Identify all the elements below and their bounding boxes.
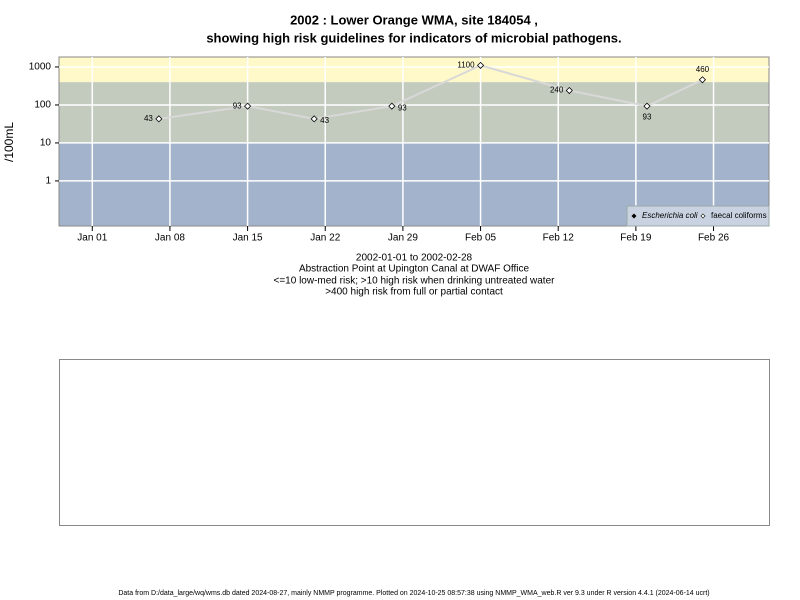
point (698, 76, 707, 84)
legend-marker (700, 213, 706, 219)
value-label: 93 (643, 112, 652, 121)
value-label: 460 (696, 65, 710, 74)
legend-label: faecal coliforms (711, 211, 767, 220)
plot-frame (58, 56, 770, 227)
footer: Data from D:/data_large/wq/wms.db dated … (118, 590, 709, 597)
value-label: 93 (398, 103, 407, 112)
chart-title: showing high risk guidelines for indicat… (206, 30, 621, 45)
x-tick-label: Feb 05 (465, 233, 497, 244)
value-label: 240 (550, 86, 564, 95)
risk-band (59, 82, 769, 143)
legend-box (626, 205, 770, 227)
point (244, 102, 252, 110)
y-tick-label: 10 (40, 138, 52, 149)
note: <=10 low-med risk; >10 high risk when dr… (274, 276, 556, 287)
x-tick-label: Feb 12 (543, 233, 575, 244)
x-tick-label: Jan 08 (155, 233, 185, 244)
note: >400 high risk from full or partial cont… (325, 287, 503, 298)
y-axis-label: /100mL (2, 122, 16, 162)
x-tick-label: Jan 29 (388, 233, 418, 244)
value-label: 93 (233, 101, 242, 110)
value-label: 1100 (457, 61, 475, 70)
point (476, 61, 485, 69)
point (388, 102, 396, 110)
legend-marker (631, 213, 637, 219)
note: 2002-01-01 to 2002-02-28 (356, 253, 473, 264)
value-label: 43 (144, 114, 153, 123)
y-tick-label: 100 (34, 100, 51, 111)
y-tick-label: 1000 (29, 62, 52, 73)
x-tick-label: Jan 22 (310, 233, 340, 244)
point (310, 115, 318, 123)
point (643, 102, 651, 110)
note: Abstraction Point at Upington Canal at D… (299, 264, 530, 275)
series-line (158, 64, 703, 120)
x-tick-label: Feb 19 (620, 233, 652, 244)
point (565, 86, 573, 95)
x-tick-label: Jan 15 (233, 233, 263, 244)
legend-label: Escherichia coli (642, 211, 698, 220)
value-label: 43 (320, 116, 329, 125)
x-tick-label: Feb 26 (698, 233, 730, 244)
point (155, 115, 163, 123)
empty-panel (59, 359, 770, 526)
chart-title: 2002 : Lower Orange WMA, site 184054 , (290, 12, 538, 27)
y-tick-label: 1 (45, 176, 51, 187)
risk-band (59, 57, 769, 83)
x-tick-label: Jan 01 (77, 233, 107, 244)
